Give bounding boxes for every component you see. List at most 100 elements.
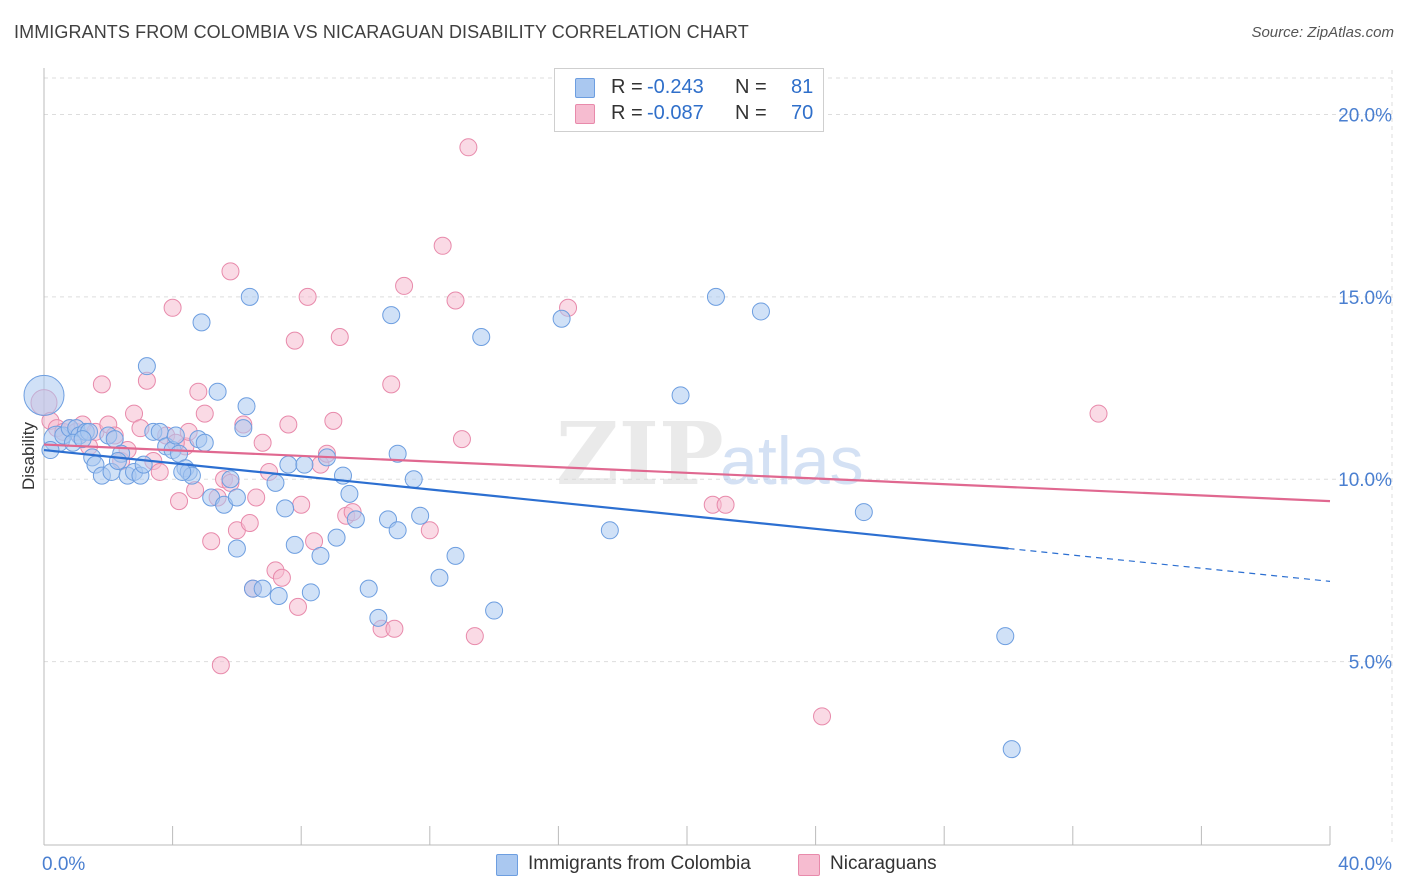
y-axis-label: Disability (19, 421, 38, 490)
colombia-point (108, 452, 127, 470)
trend-lines (43, 443, 1331, 582)
nicaraguan-point (292, 495, 311, 514)
legend-swatch-pink (798, 854, 820, 876)
nicaraguan-point (465, 627, 484, 646)
nicaraguan-point (240, 514, 259, 533)
x-tick-label: 40.0% (1338, 854, 1392, 875)
nicaraguan-point (163, 298, 182, 317)
legend-n-label: N = (735, 76, 767, 98)
nicaraguan-point (446, 291, 465, 310)
colombia-point (173, 462, 192, 481)
nicaraguan-point (202, 532, 221, 551)
legend-swatch-blue (575, 78, 595, 98)
axes (43, 68, 1331, 846)
colombia-point (430, 568, 449, 587)
nicaraguan-point (382, 375, 401, 394)
legend-label-nicaraguans: Nicaraguans (830, 853, 937, 874)
nicaraguan-point (813, 707, 832, 726)
colombia-point (227, 539, 246, 558)
source-label: Source: ZipAtlas.com (1251, 24, 1394, 41)
chart-title: IMMIGRANTS FROM COLOMBIA VS NICARAGUAN D… (14, 22, 749, 42)
tick-labels: 5.0% 10.0% 15.0% 20.0% 0.0% 40.0% (42, 105, 1392, 875)
colombia-trend-extension (1008, 547, 1331, 582)
colombia-point (472, 327, 491, 346)
colombia-point (485, 601, 504, 620)
watermark-atlas: atlas (720, 423, 864, 499)
nicaraguan-point (272, 568, 291, 587)
nicaraguan-point (459, 138, 478, 157)
colombia-point (285, 535, 304, 554)
colombia-point (192, 313, 211, 332)
nicaraguan-point (221, 262, 240, 281)
nicaraguan-trend-line (43, 443, 1331, 503)
colombia-point (221, 470, 240, 489)
nicaraguan-point (285, 331, 304, 350)
colombia-point (404, 470, 423, 489)
colombia-point (346, 510, 365, 529)
legend-r-value: -0.243 (647, 76, 704, 98)
colombia-point (388, 444, 407, 463)
colombia-point (671, 386, 690, 405)
series-colombia-points (23, 287, 1021, 759)
colombia-point (388, 521, 407, 540)
colombia-point (751, 302, 770, 321)
nicaraguan-point (1089, 404, 1108, 423)
nicaraguan-point (247, 488, 266, 507)
colombia-point (340, 484, 359, 503)
legend-n-label: N = (735, 102, 767, 124)
nicaraguan-point (330, 327, 349, 346)
legend-r-value: -0.087 (647, 102, 704, 124)
colombia-point (382, 306, 401, 325)
legend-swatch-pink (575, 104, 595, 124)
colombia-point (227, 488, 246, 507)
colombia-point (311, 546, 330, 565)
correlation-legend: R = -0.243 N = 81 R = -0.087 N = 70 (554, 68, 824, 132)
colombia-point (446, 546, 465, 565)
colombia-point (279, 455, 298, 474)
y-tick-label: 5.0% (1349, 653, 1392, 674)
colombia-point (600, 521, 619, 540)
colombia-point (137, 357, 156, 376)
colombia-point (266, 473, 285, 492)
colombia-point (854, 503, 873, 522)
nicaraguan-point (395, 276, 414, 295)
nicaraguan-point (189, 382, 208, 401)
nicaraguan-point (298, 287, 317, 306)
colombia-point (269, 586, 288, 605)
nicaraguan-point (195, 404, 214, 423)
legend-n-value: 81 (791, 76, 814, 98)
legend-label-colombia: Immigrants from Colombia (528, 853, 751, 874)
colombia-point (301, 583, 320, 602)
legend-swatch-blue (496, 854, 518, 876)
y-tick-label: 15.0% (1338, 288, 1392, 309)
colombia-point (240, 287, 259, 306)
colombia-point (327, 528, 346, 547)
nicaraguan-point (92, 375, 111, 394)
nicaraguan-point (288, 597, 307, 616)
colombia-point (208, 382, 227, 401)
x-tick-label: 0.0% (42, 854, 85, 875)
nicaraguan-point (186, 481, 205, 500)
colombia-point (166, 426, 185, 445)
colombia-point (552, 309, 571, 328)
colombia-point (369, 608, 388, 627)
colombia-point (359, 579, 378, 598)
nicaraguan-point (170, 492, 189, 511)
colombia-point (996, 627, 1015, 646)
colombia-point (237, 397, 256, 416)
colombia-point (73, 430, 92, 449)
colombia-point (23, 374, 65, 416)
colombia-point (195, 433, 214, 452)
nicaraguan-point (150, 462, 169, 481)
nicaraguan-point (279, 415, 298, 434)
nicaraguan-point (433, 236, 452, 255)
legend-n-value: 70 (791, 102, 814, 124)
nicaraguan-point (253, 433, 272, 452)
watermark-zip: ZIP (556, 404, 724, 505)
y-tick-label: 10.0% (1338, 470, 1392, 491)
colombia-point (1002, 740, 1021, 759)
nicaraguan-point (452, 430, 471, 449)
nicaraguan-point (385, 619, 404, 638)
legend-r-label: R = (611, 102, 643, 124)
